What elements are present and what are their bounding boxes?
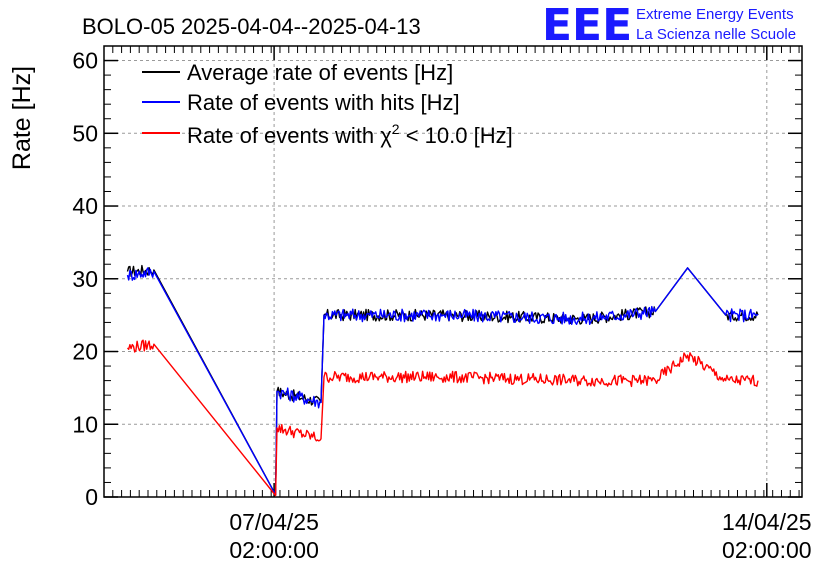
y-tick-label: 50 [72,120,98,146]
legend-chi-prefix: Rate of events with [187,123,380,148]
x-tick-label-date: 07/04/25 [229,509,319,535]
y-axis-title: Rate [Hz] [8,66,36,170]
legend: Average rate of events [Hz] Rate of even… [142,60,513,148]
series-layer [126,264,759,497]
chart-title: BOLO-05 2025-04-04--2025-04-13 [82,14,421,39]
series-line-1 [126,267,759,496]
y-tick-label: 0 [85,484,98,510]
y-tick-label: 10 [72,411,98,437]
y-tick-label: 20 [72,339,98,365]
legend-chi-suffix: < 10.0 [Hz] [400,123,513,148]
grid [104,46,802,497]
x-tick-label-time: 02:00:00 [722,537,812,563]
legend-label-average: Average rate of events [Hz] [187,60,453,85]
eee-logo-line2: La Scienza nelle Scuole [636,26,796,43]
legend-chi-sup: 2 [392,121,400,137]
eee-logo: EEE Extreme Energy Events La Scienza nel… [542,0,796,51]
x-tick-label-date: 14/04/25 [722,509,812,535]
y-tick-label: 60 [72,48,98,74]
y-tick-label: 40 [72,193,98,219]
y-tick-label: 30 [72,266,98,292]
legend-chi-symbol: χ [380,123,392,148]
y-axis: 0 10 20 30 40 50 60 [72,45,802,510]
plot-frame [103,45,803,498]
eee-logo-mark: EEE [542,0,632,51]
series-line-2 [126,339,759,497]
legend-label-hits: Rate of events with hits [Hz] [187,90,460,115]
eee-logo-line1: Extreme Energy Events [636,6,794,23]
legend-label-chi2: Rate of events with χ2 < 10.0 [Hz] [187,121,513,148]
x-tick-label-time: 02:00:00 [229,537,319,563]
